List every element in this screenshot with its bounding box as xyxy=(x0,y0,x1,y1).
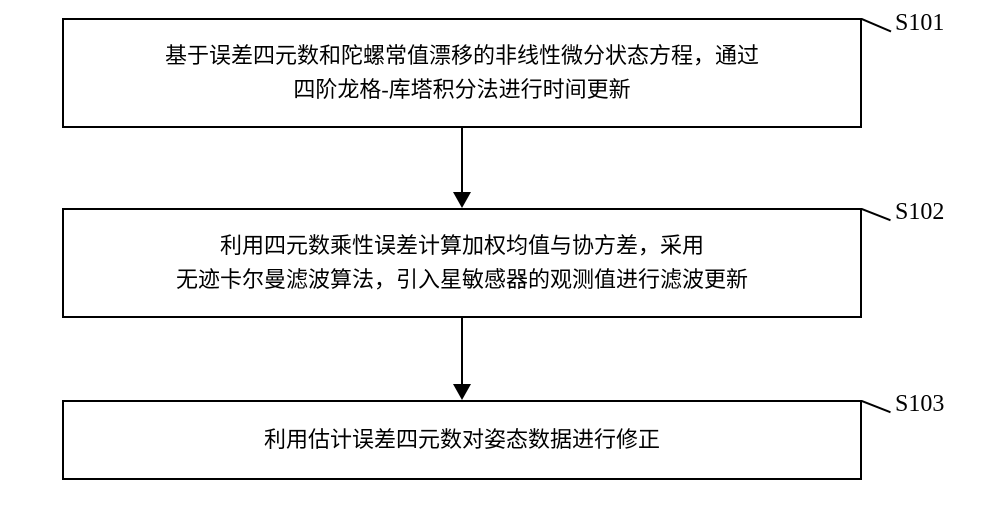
label-connector xyxy=(861,208,891,221)
label-connector xyxy=(861,18,891,32)
step-label-s102: S102 xyxy=(895,199,944,226)
flowchart-canvas: 基于误差四元数和陀螺常值漂移的非线性微分状态方程，通过四阶龙格-库塔积分法进行时… xyxy=(0,0,1000,528)
flow-step-s102: 利用四元数乘性误差计算加权均值与协方差，采用无迹卡尔曼滤波算法，引入星敏感器的观… xyxy=(62,208,862,318)
arrow-line xyxy=(461,318,463,386)
flow-step-s101: 基于误差四元数和陀螺常值漂移的非线性微分状态方程，通过四阶龙格-库塔积分法进行时… xyxy=(62,18,862,128)
flow-step-text: 利用估计误差四元数对姿态数据进行修正 xyxy=(264,423,660,457)
flow-step-text: 基于误差四元数和陀螺常值漂移的非线性微分状态方程，通过 xyxy=(165,39,759,73)
flow-step-text: 四阶龙格-库塔积分法进行时间更新 xyxy=(293,73,630,107)
flow-step-text: 无迹卡尔曼滤波算法，引入星敏感器的观测值进行滤波更新 xyxy=(176,263,748,297)
flow-step-s103: 利用估计误差四元数对姿态数据进行修正 xyxy=(62,400,862,480)
label-connector xyxy=(861,400,891,413)
arrow-head-icon xyxy=(453,384,471,400)
step-label-s103: S103 xyxy=(895,391,944,418)
step-label-s101: S101 xyxy=(895,10,944,37)
flow-step-text: 利用四元数乘性误差计算加权均值与协方差，采用 xyxy=(220,229,704,263)
arrow-line xyxy=(461,128,463,194)
arrow-head-icon xyxy=(453,192,471,208)
